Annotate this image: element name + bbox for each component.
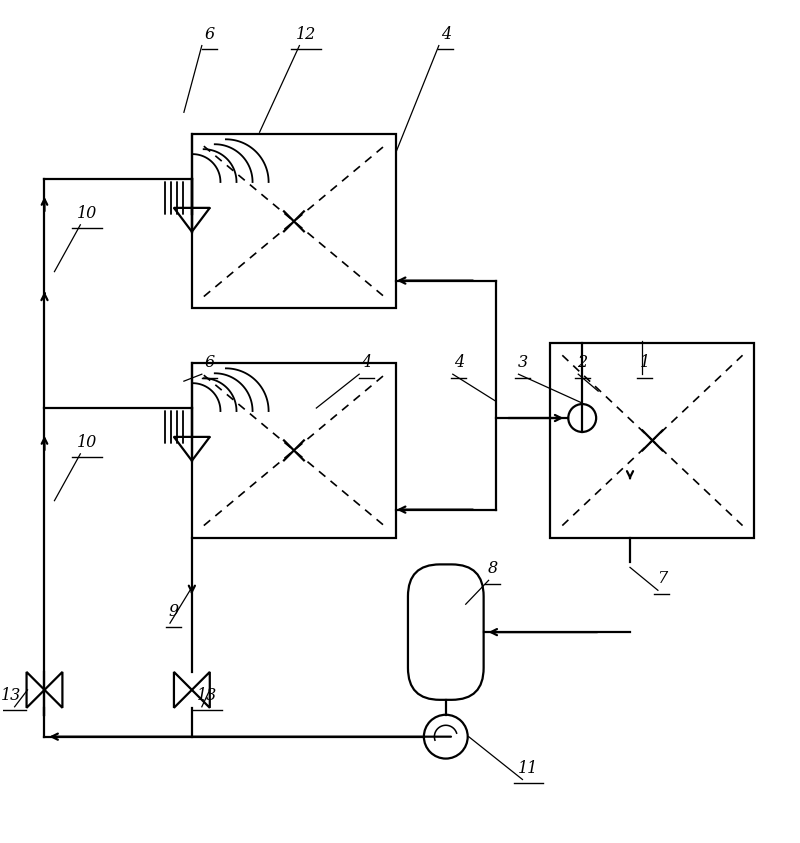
Text: 9: 9 <box>169 603 179 620</box>
Text: 10: 10 <box>77 205 98 222</box>
Text: 13: 13 <box>1 687 21 704</box>
Text: 11: 11 <box>518 760 538 776</box>
Text: 8: 8 <box>487 561 498 577</box>
Text: 10: 10 <box>77 434 98 451</box>
Text: 7: 7 <box>657 571 667 588</box>
Text: 1: 1 <box>640 354 650 371</box>
Text: 4: 4 <box>441 25 451 43</box>
Text: 6: 6 <box>205 25 215 43</box>
Text: 6: 6 <box>205 354 215 371</box>
Text: 4: 4 <box>454 354 464 371</box>
Text: 4: 4 <box>361 354 371 371</box>
Text: 13: 13 <box>197 687 217 704</box>
Text: 2: 2 <box>577 354 587 371</box>
Text: 12: 12 <box>296 25 317 43</box>
Text: 3: 3 <box>518 354 527 371</box>
